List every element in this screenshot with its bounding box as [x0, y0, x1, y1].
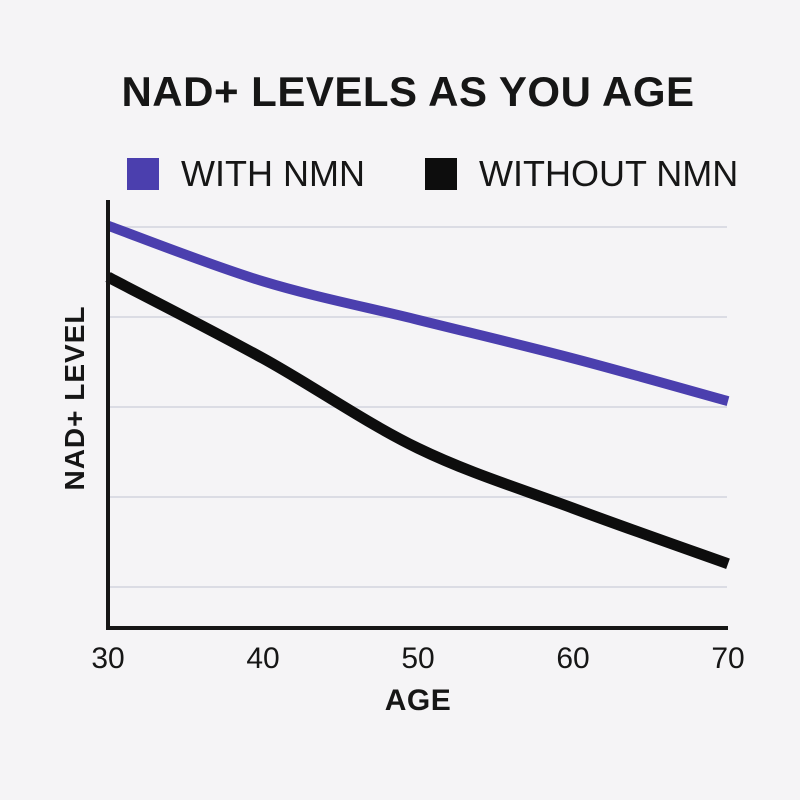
legend-item-without-nmn: WITHOUT NMN [425, 153, 738, 194]
without-nmn-swatch-icon [425, 158, 457, 190]
series-line-without-nmn [105, 272, 730, 569]
axes [106, 200, 728, 630]
legend-label: WITHOUT NMN [479, 153, 739, 194]
x-tick-label: 50 [401, 642, 435, 675]
x-tick-label: 30 [91, 642, 125, 675]
with-nmn-swatch-icon [127, 158, 159, 190]
x-tick-label: 40 [246, 642, 280, 675]
x-axis-title: AGE [384, 684, 452, 717]
x-tick-label: 60 [556, 642, 590, 675]
series-lines [105, 220, 730, 569]
y-axis-title: NAD+ LEVEL [59, 305, 90, 491]
page-title: NAD+ LEVELS AS YOU AGE [121, 68, 695, 115]
x-tick-label: 70 [711, 642, 745, 675]
legend-label: WITH NMN [181, 153, 365, 194]
series-line-with-nmn [106, 220, 730, 406]
legend-item-with-nmn: WITH NMN [127, 153, 365, 194]
